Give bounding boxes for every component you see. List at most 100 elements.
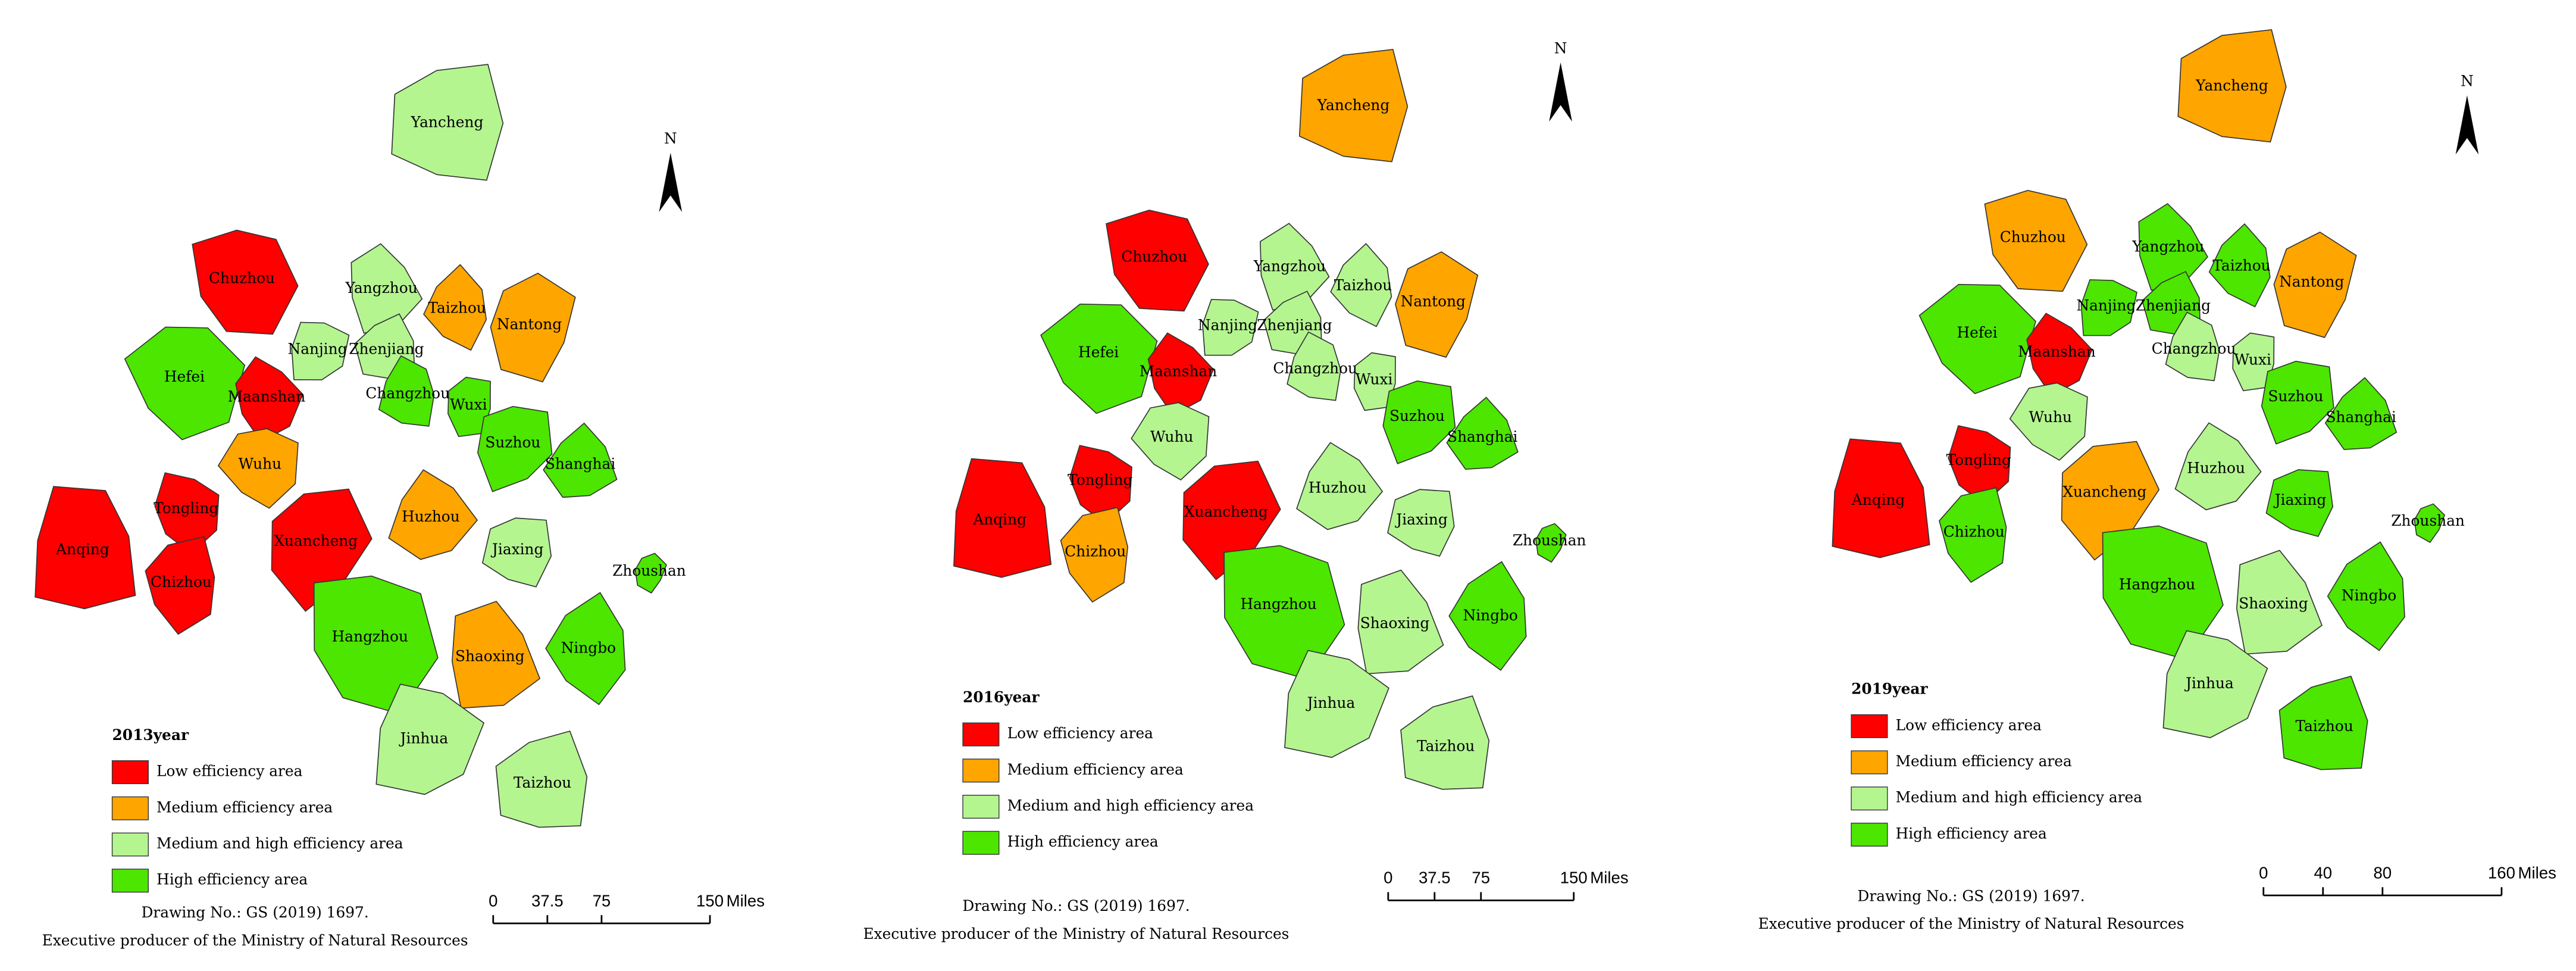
legend-swatch — [111, 832, 149, 857]
region — [291, 321, 350, 380]
region-label: Anqing — [55, 541, 109, 558]
legend-label: Medium efficiency area — [1007, 761, 1184, 778]
region — [192, 229, 299, 335]
region — [1223, 545, 1345, 680]
region — [1400, 695, 1490, 790]
scale-unit: Miles — [727, 891, 765, 910]
region — [2414, 503, 2446, 544]
scale-bar: 0 37.5 75 150 Miles — [489, 891, 765, 925]
region — [1287, 331, 1341, 401]
region — [378, 355, 435, 427]
drawing-note: Drawing No.: GS (2019) 1697. — [962, 897, 1190, 914]
region — [1446, 396, 1519, 470]
scale-bar: 0 40 80 160 Miles — [2259, 863, 2556, 897]
region — [124, 326, 246, 441]
north-arrow — [659, 152, 683, 213]
region — [953, 458, 1052, 578]
region-label: Taizhou — [2212, 257, 2270, 274]
region-label: Zhoushan — [1513, 532, 1586, 549]
region — [495, 730, 588, 828]
scale-label: 150 — [1560, 869, 1588, 887]
legend-swatch — [1851, 714, 1888, 738]
region-label: Anqing — [1851, 491, 1905, 508]
region — [1939, 487, 2007, 583]
legend-label: Medium and high efficiency area — [156, 835, 403, 852]
region-label: Yangzhou — [345, 279, 418, 296]
drawing-note: Drawing No.: GS (2019) 1697. — [142, 904, 369, 921]
region — [2261, 361, 2334, 445]
region-label: Yancheng — [1317, 96, 1390, 114]
region-label: Taizhou — [514, 774, 571, 791]
region — [490, 272, 576, 383]
region-label: Jinhua — [1306, 694, 1356, 711]
region — [1918, 283, 2036, 395]
region — [477, 405, 553, 492]
region — [388, 469, 478, 560]
region-label: Taizhou — [1334, 277, 1392, 294]
region — [1131, 402, 1210, 481]
north-label: N — [1554, 39, 1567, 57]
region-label: Maanshan — [2018, 343, 2096, 360]
region-label: Maanshan — [228, 388, 306, 405]
region-label: Jiaxing — [2273, 491, 2327, 508]
region — [1330, 243, 1392, 327]
region-label: Nantong — [1401, 292, 1466, 310]
region-label: Xuancheng — [274, 532, 358, 549]
region-label: Wuhu — [2029, 408, 2071, 426]
legend-label: Medium efficiency area — [156, 798, 333, 816]
legend-swatch — [1851, 786, 1888, 811]
region — [1448, 561, 1527, 671]
producer-note: Executive producer of the Ministry of Na… — [863, 925, 1289, 942]
region-label: Wuxi — [1356, 371, 1393, 388]
region — [423, 264, 487, 351]
legend-swatch — [962, 830, 1000, 855]
scale-unit: Miles — [1590, 869, 1628, 887]
region — [1984, 189, 2088, 292]
region — [1357, 569, 1444, 675]
region-label: Wuhu — [1150, 428, 1193, 445]
legend-title: 2019year — [1851, 680, 1928, 698]
region — [154, 472, 220, 554]
region-label: Suzhou — [1389, 407, 1445, 424]
scale-label: 0 — [489, 891, 497, 910]
region — [1040, 303, 1158, 414]
north-label: N — [664, 130, 677, 147]
map-panel: Yancheng Chuzhou Yangzhou Taizhou Nantong Nan… — [1758, 29, 2556, 932]
region — [1948, 425, 2011, 505]
region-label: Zhenjiang — [1257, 317, 1332, 334]
region — [2080, 279, 2137, 336]
scale-label: 40 — [2314, 863, 2332, 882]
region — [543, 422, 618, 498]
region — [235, 356, 303, 442]
region — [2102, 525, 2224, 660]
region — [481, 517, 552, 588]
scale-label: 0 — [1384, 869, 1392, 887]
region-label: Hangzhou — [2119, 576, 2195, 593]
region — [1382, 380, 1456, 464]
region-label: Huzhou — [1309, 479, 1367, 497]
region-label: Chizhou — [1065, 543, 1126, 560]
legend-swatch — [962, 722, 1000, 747]
region-label: Chizhou — [151, 573, 212, 591]
region-label: Hangzhou — [332, 627, 408, 645]
legend-label: Low efficiency area — [1007, 725, 1154, 742]
region-label: Huzhou — [2187, 460, 2245, 477]
region-label: Changzhou — [365, 385, 450, 402]
region-label: Jiaxing — [490, 541, 544, 558]
legend-title: 2013year — [112, 726, 189, 744]
region-label: Nanjing — [1198, 317, 1257, 334]
legend-swatch — [1851, 822, 1888, 847]
legend-swatch — [962, 758, 1000, 783]
region — [2278, 675, 2368, 770]
region — [2026, 313, 2093, 396]
region-label: Jinhua — [2184, 675, 2234, 692]
region — [2174, 422, 2262, 511]
region — [2324, 377, 2397, 450]
producer-note: Executive producer of the Ministry of Na… — [42, 932, 468, 949]
region-label: Suzhou — [485, 434, 540, 451]
region — [1395, 251, 1479, 358]
region — [1296, 442, 1384, 530]
region-label: Nanjing — [287, 340, 347, 357]
region-label: Zhenjiang — [349, 340, 424, 357]
region — [634, 552, 667, 594]
